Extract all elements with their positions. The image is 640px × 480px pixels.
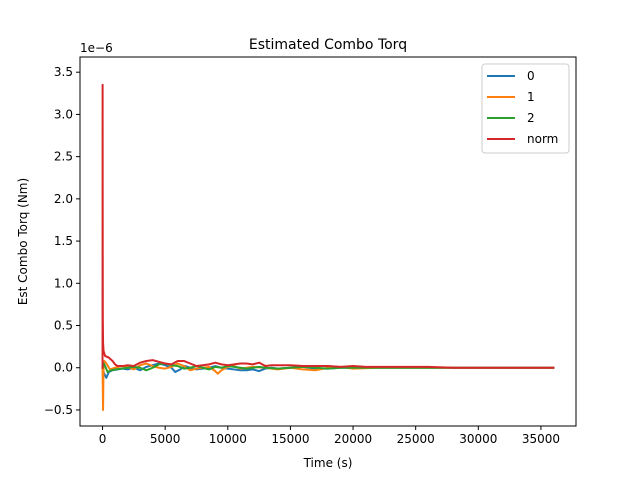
x-tick-label: 35000 [522, 432, 560, 446]
y-tick-label: 2.5 [54, 150, 73, 164]
x-tick-label: 25000 [397, 432, 435, 446]
x-tick-label: 10000 [209, 432, 247, 446]
x-axis-label: Time (s) [303, 456, 353, 470]
y-tick-label: 2.0 [54, 192, 73, 206]
x-tick-label: 0 [99, 432, 107, 446]
plot-lines [101, 83, 555, 411]
x-tick-label: 15000 [271, 432, 309, 446]
series-line-norm [101, 83, 555, 369]
y-tick-label: 0.5 [54, 319, 73, 333]
y-tick-label: 1.5 [54, 234, 73, 248]
legend-label-1: 1 [527, 90, 535, 104]
x-axis-ticks: 0 5000 10000 15000 20000 25000 30000 35000 [99, 426, 560, 446]
x-tick-label: 30000 [459, 432, 497, 446]
y-tick-label: 3.0 [54, 107, 73, 121]
y-tick-label: 3.5 [54, 65, 73, 79]
y-tick-label: −0.5 [44, 403, 73, 417]
y-axis-label: Est Combo Torq (Nm) [16, 178, 30, 305]
x-tick-label: 5000 [150, 432, 181, 446]
legend-label-2: 2 [527, 111, 535, 125]
legend: 0 1 2 norm [481, 63, 570, 154]
legend-frame [481, 63, 570, 154]
legend-label-norm: norm [527, 132, 558, 146]
y-tick-label: 0.0 [54, 361, 73, 375]
y-offset-label: 1e−6 [80, 41, 113, 55]
y-axis-ticks: −0.5 0.0 0.5 1.0 1.5 2.0 2.5 3.0 3.5 [44, 65, 80, 417]
x-tick-label: 20000 [334, 432, 372, 446]
legend-label-0: 0 [527, 69, 535, 83]
plot-area-frame [79, 56, 577, 427]
chart-title: Estimated Combo Torq [249, 37, 407, 53]
y-tick-label: 1.0 [54, 276, 73, 290]
